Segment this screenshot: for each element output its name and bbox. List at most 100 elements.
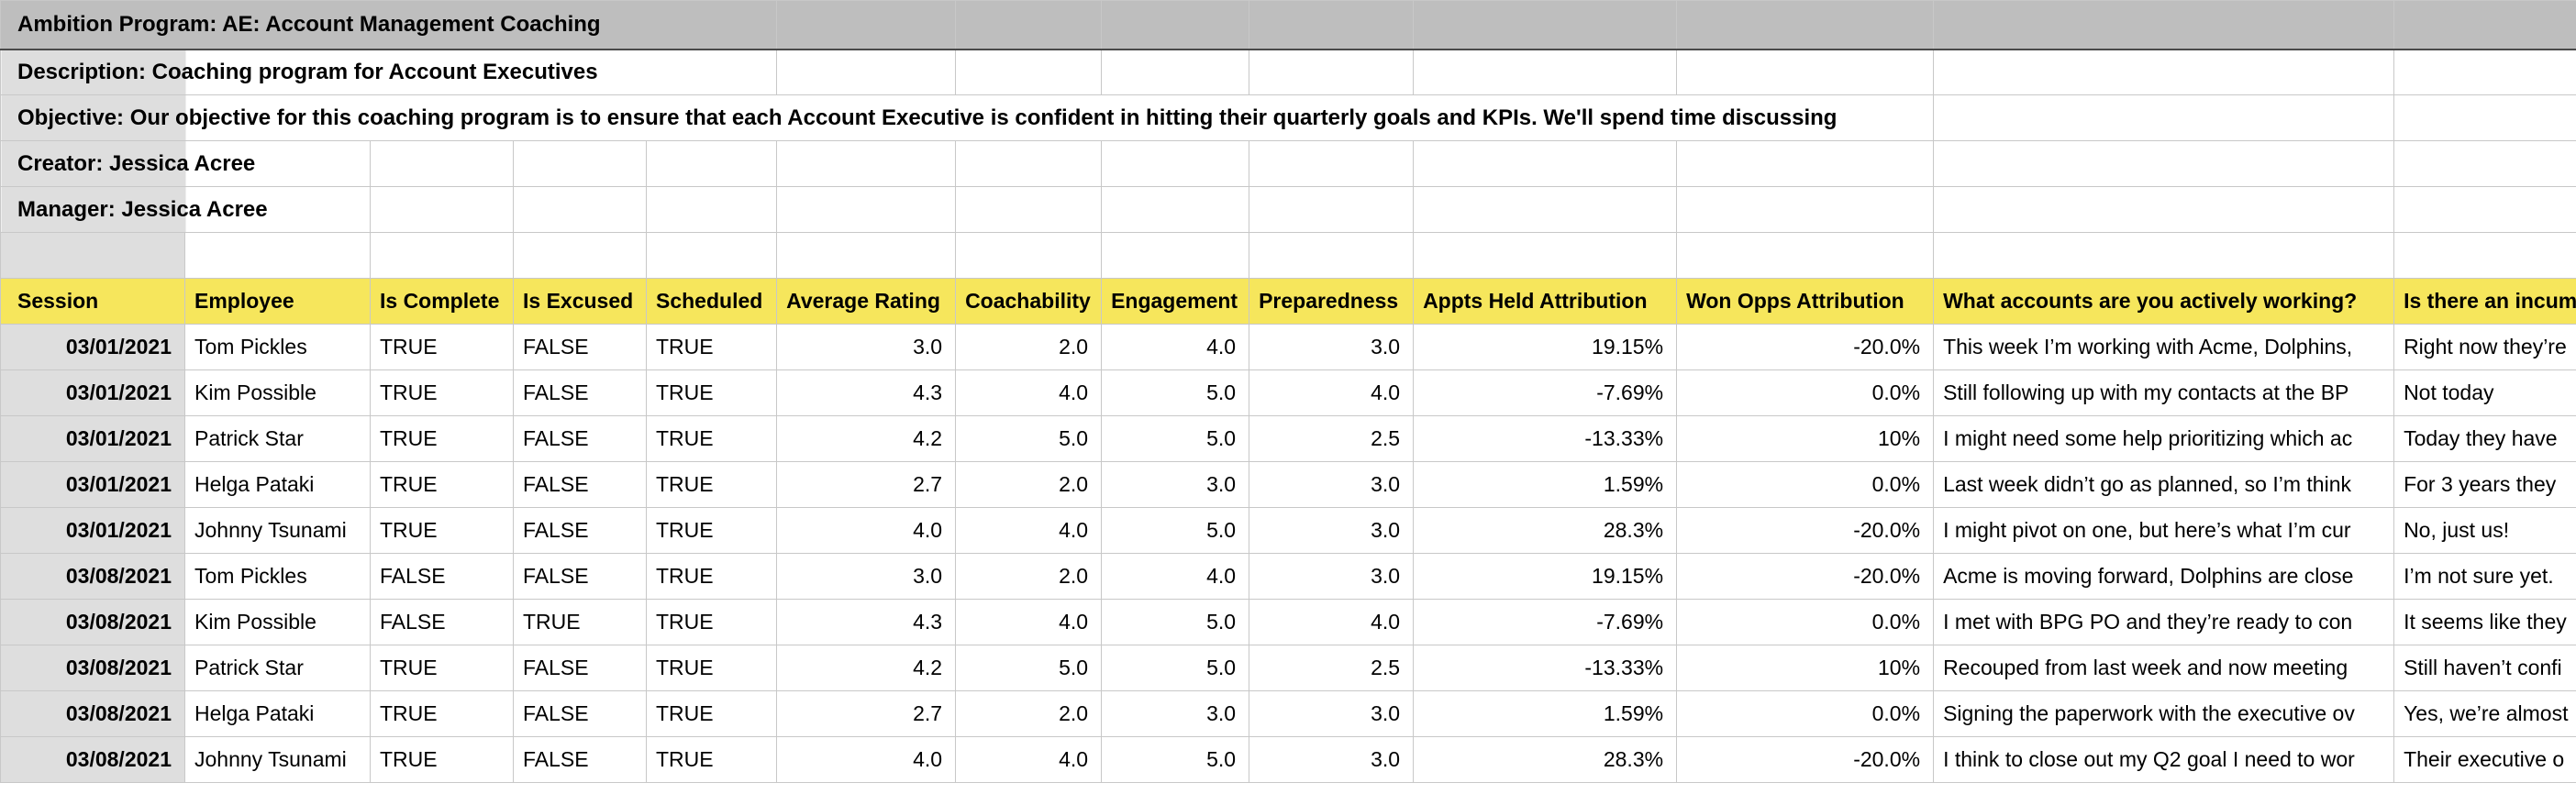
empty-cell[interactable] [645, 232, 778, 279]
cell-employee[interactable]: Patrick Star [184, 645, 371, 691]
empty-cell[interactable] [370, 140, 514, 187]
empty-cell[interactable] [1101, 186, 1250, 233]
cell-average-rating[interactable]: 4.2 [776, 645, 957, 691]
cell-scheduled[interactable]: TRUE [645, 645, 778, 691]
cell-scheduled[interactable]: TRUE [645, 461, 778, 508]
empty-cell[interactable] [184, 232, 371, 279]
empty-cell[interactable] [1101, 140, 1250, 187]
cell-average-rating[interactable]: 3.0 [776, 553, 957, 600]
cell-scheduled[interactable]: TRUE [645, 324, 778, 370]
empty-cell[interactable] [2393, 49, 2576, 95]
cell-employee[interactable]: Tom Pickles [184, 553, 371, 600]
empty-cell[interactable] [645, 140, 778, 187]
cell-session[interactable]: 03/01/2021 [0, 324, 185, 370]
cell-is-complete[interactable]: TRUE [370, 324, 514, 370]
column-header-scheduled[interactable]: Scheduled [645, 278, 778, 325]
cell-session[interactable]: 03/08/2021 [0, 736, 185, 783]
cell-is-excused[interactable]: FALSE [513, 369, 647, 416]
cell-accounts-question[interactable]: This week I’m working with Acme, Dolphin… [1933, 324, 2395, 370]
cell-session[interactable]: 03/08/2021 [0, 645, 185, 691]
cell-is-complete[interactable]: TRUE [370, 736, 514, 783]
cell-coachability[interactable]: 4.0 [955, 599, 1103, 645]
cell-is-excused[interactable]: FALSE [513, 507, 647, 554]
column-header-engagement[interactable]: Engagement [1101, 278, 1250, 325]
empty-cell[interactable] [955, 0, 1103, 50]
program-creator-cell[interactable]: Creator: Jessica Acree [0, 140, 371, 187]
program-objective-cell[interactable]: Objective: Our objective for this coachi… [0, 94, 1935, 141]
program-description-cell[interactable]: Description: Coaching program for Accoun… [0, 49, 778, 95]
cell-appts-held-attribution[interactable]: 28.3% [1413, 736, 1678, 783]
cell-incumbent-question[interactable]: For 3 years they [2393, 461, 2576, 508]
empty-cell[interactable] [1101, 0, 1250, 50]
cell-engagement[interactable]: 5.0 [1101, 599, 1250, 645]
cell-appts-held-attribution[interactable]: 19.15% [1413, 553, 1678, 600]
cell-preparedness[interactable]: 4.0 [1249, 369, 1415, 416]
cell-incumbent-question[interactable]: Not today [2393, 369, 2576, 416]
cell-appts-held-attribution[interactable]: 19.15% [1413, 324, 1678, 370]
cell-is-complete[interactable]: TRUE [370, 690, 514, 737]
cell-won-opps-attribution[interactable]: 0.0% [1676, 369, 1935, 416]
empty-cell[interactable] [1413, 186, 1678, 233]
empty-cell[interactable] [1413, 232, 1678, 279]
cell-coachability[interactable]: 2.0 [955, 324, 1103, 370]
empty-cell[interactable] [1249, 0, 1415, 50]
cell-average-rating[interactable]: 4.2 [776, 415, 957, 462]
cell-average-rating[interactable]: 4.0 [776, 736, 957, 783]
column-header-is-complete[interactable]: Is Complete [370, 278, 514, 325]
cell-employee[interactable]: Kim Possible [184, 599, 371, 645]
cell-scheduled[interactable]: TRUE [645, 415, 778, 462]
cell-engagement[interactable]: 5.0 [1101, 645, 1250, 691]
cell-coachability[interactable]: 2.0 [955, 690, 1103, 737]
cell-is-complete[interactable]: TRUE [370, 461, 514, 508]
cell-employee[interactable]: Johnny Tsunami [184, 736, 371, 783]
cell-preparedness[interactable]: 3.0 [1249, 690, 1415, 737]
column-header-session[interactable]: Session [0, 278, 185, 325]
column-header-won-opps-attribution[interactable]: Won Opps Attribution [1676, 278, 1935, 325]
empty-cell[interactable] [955, 49, 1103, 95]
empty-cell[interactable] [1933, 49, 2395, 95]
cell-coachability[interactable]: 2.0 [955, 553, 1103, 600]
empty-cell[interactable] [1413, 140, 1678, 187]
cell-is-complete[interactable]: TRUE [370, 415, 514, 462]
cell-accounts-question[interactable]: I might need some help prioritizing whic… [1933, 415, 2395, 462]
cell-incumbent-question[interactable]: No, just us! [2393, 507, 2576, 554]
cell-employee[interactable]: Kim Possible [184, 369, 371, 416]
cell-scheduled[interactable]: TRUE [645, 599, 778, 645]
cell-is-excused[interactable]: FALSE [513, 461, 647, 508]
empty-cell[interactable] [1249, 49, 1415, 95]
cell-won-opps-attribution[interactable]: 0.0% [1676, 599, 1935, 645]
cell-won-opps-attribution[interactable]: -20.0% [1676, 553, 1935, 600]
cell-employee[interactable]: Helga Pataki [184, 690, 371, 737]
cell-won-opps-attribution[interactable]: -20.0% [1676, 324, 1935, 370]
cell-accounts-question[interactable]: I think to close out my Q2 goal I need t… [1933, 736, 2395, 783]
cell-accounts-question[interactable]: Still following up with my contacts at t… [1933, 369, 2395, 416]
cell-employee[interactable]: Patrick Star [184, 415, 371, 462]
cell-appts-held-attribution[interactable]: -13.33% [1413, 415, 1678, 462]
empty-cell[interactable] [2393, 94, 2576, 141]
cell-appts-held-attribution[interactable]: 1.59% [1413, 461, 1678, 508]
empty-cell[interactable] [2393, 232, 2576, 279]
cell-scheduled[interactable]: TRUE [645, 736, 778, 783]
cell-appts-held-attribution[interactable]: -7.69% [1413, 599, 1678, 645]
cell-incumbent-question[interactable]: Their executive o [2393, 736, 2576, 783]
program-title-cell[interactable]: Ambition Program: AE: Account Management… [0, 0, 778, 50]
empty-cell[interactable] [955, 186, 1103, 233]
cell-appts-held-attribution[interactable]: 1.59% [1413, 690, 1678, 737]
empty-cell[interactable] [1249, 232, 1415, 279]
cell-session[interactable]: 03/08/2021 [0, 553, 185, 600]
cell-employee[interactable]: Helga Pataki [184, 461, 371, 508]
cell-engagement[interactable]: 3.0 [1101, 690, 1250, 737]
cell-employee[interactable]: Tom Pickles [184, 324, 371, 370]
cell-is-excused[interactable]: FALSE [513, 690, 647, 737]
column-header-coachability[interactable]: Coachability [955, 278, 1103, 325]
empty-cell[interactable] [370, 232, 514, 279]
cell-incumbent-question[interactable]: I’m not sure yet. [2393, 553, 2576, 600]
empty-cell[interactable] [955, 140, 1103, 187]
cell-preparedness[interactable]: 3.0 [1249, 553, 1415, 600]
cell-average-rating[interactable]: 4.3 [776, 599, 957, 645]
cell-is-complete[interactable]: TRUE [370, 507, 514, 554]
cell-engagement[interactable]: 5.0 [1101, 369, 1250, 416]
cell-scheduled[interactable]: TRUE [645, 507, 778, 554]
empty-cell[interactable] [1101, 49, 1250, 95]
cell-scheduled[interactable]: TRUE [645, 690, 778, 737]
